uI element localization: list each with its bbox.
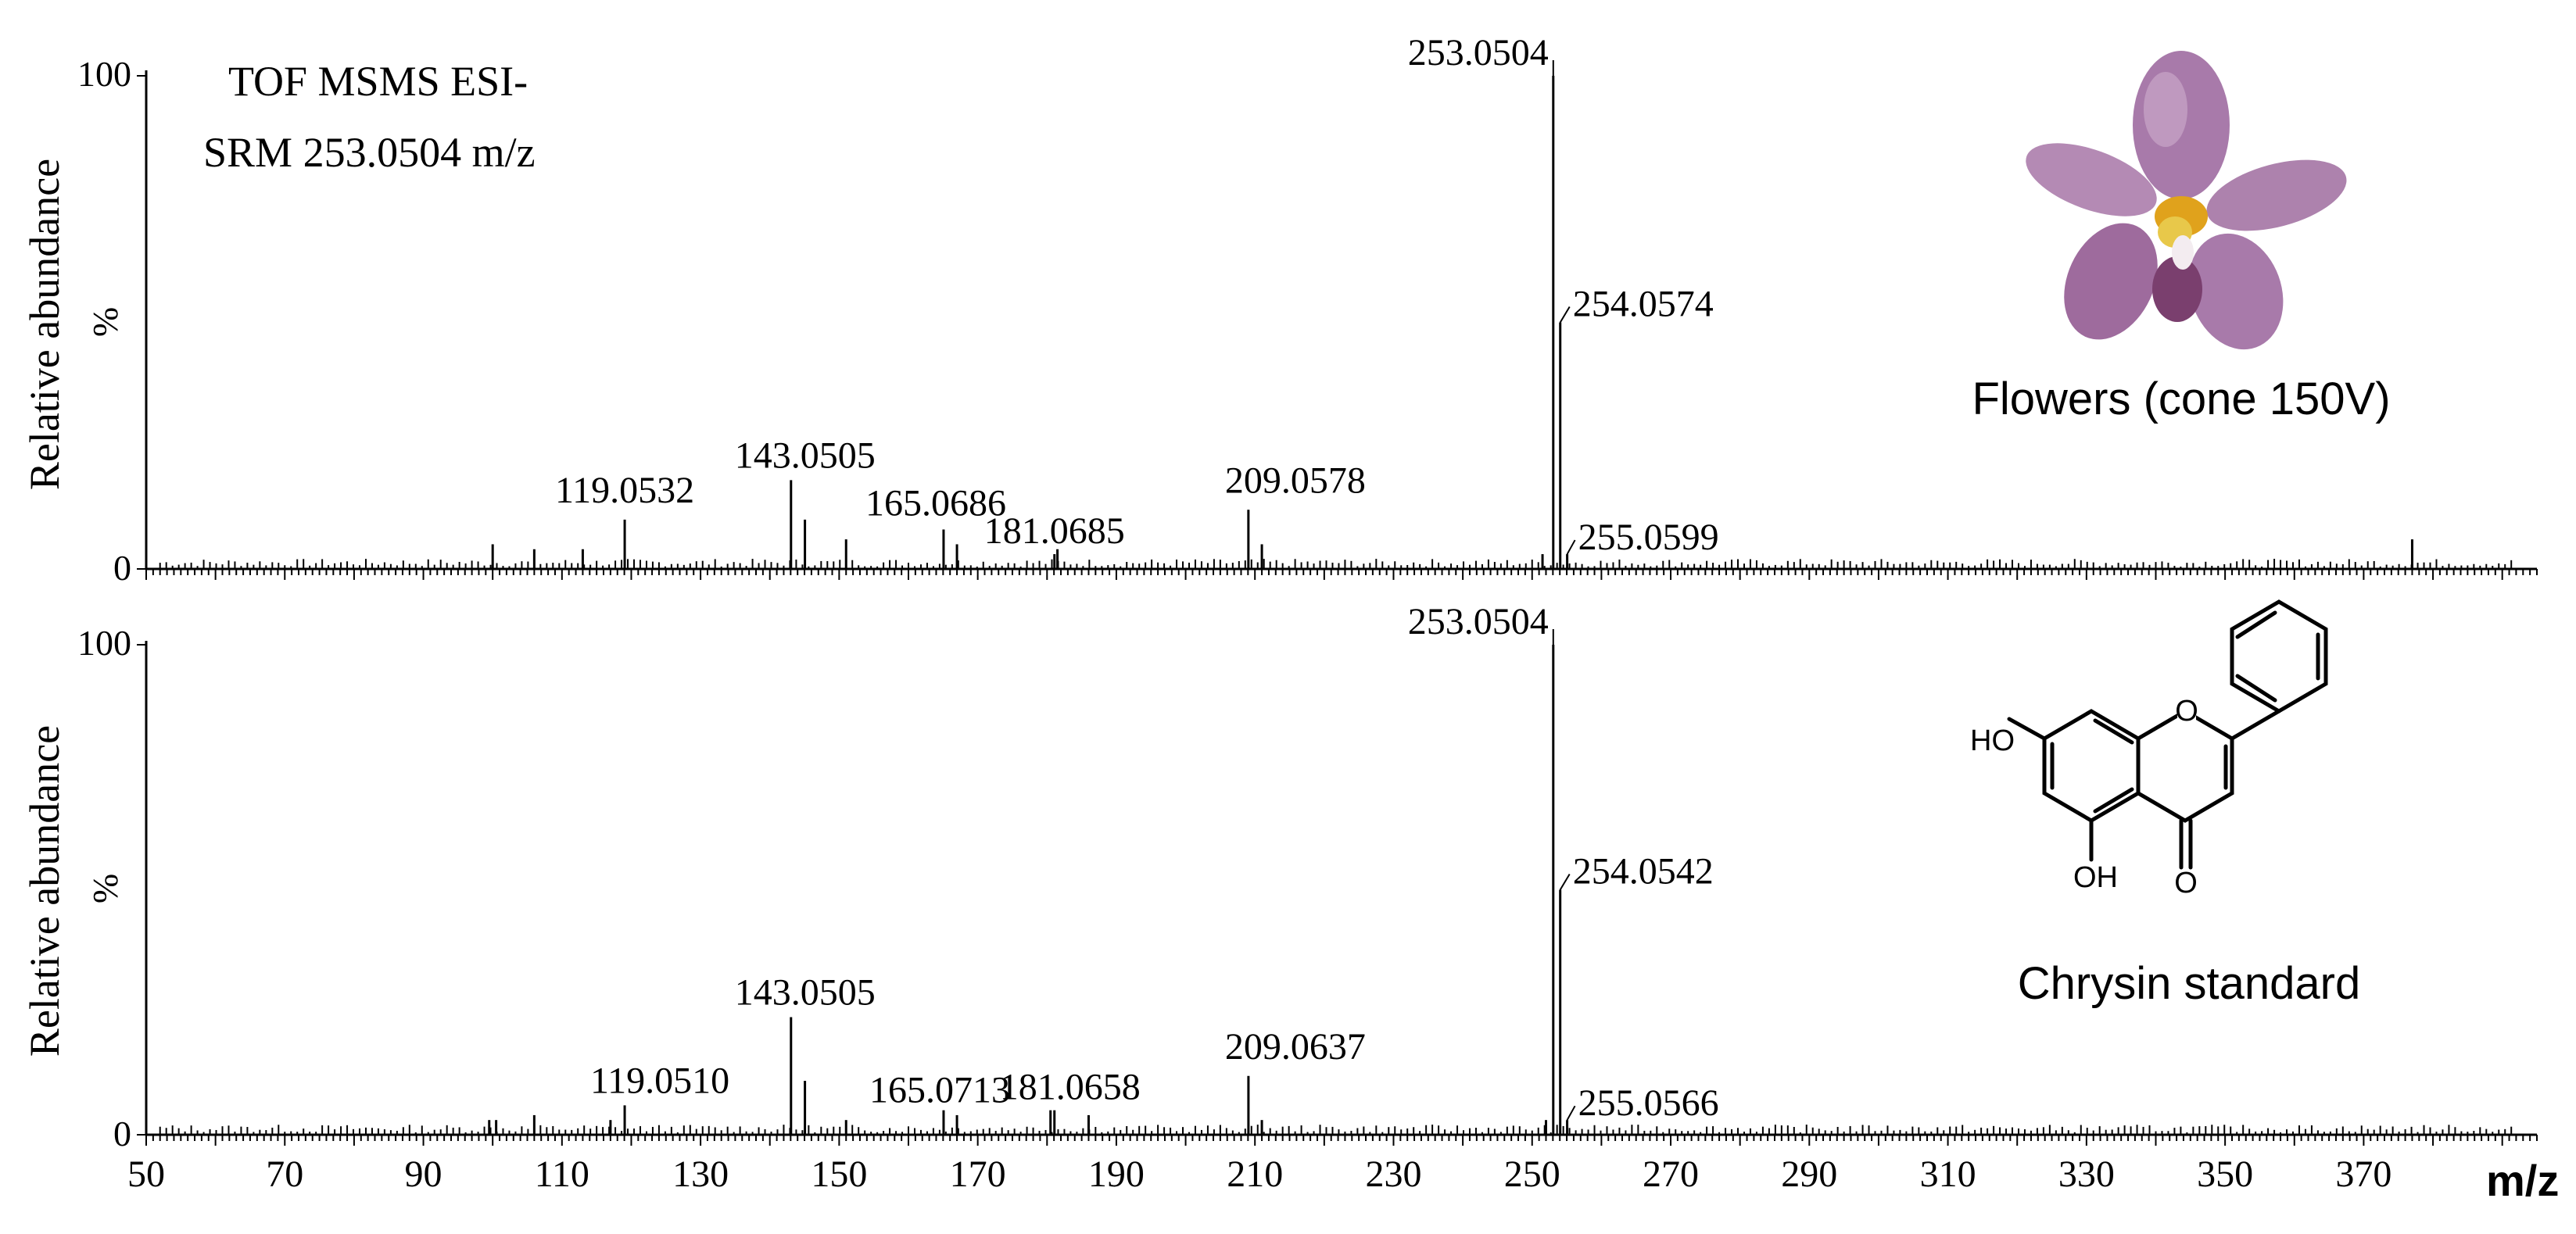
x-tick-label: 350 <box>2197 1154 2253 1195</box>
peak-label: 181.0685 <box>984 510 1125 552</box>
peak-label: 254.0542 <box>1573 851 1714 892</box>
structure-label-ring-o: O <box>2175 695 2198 728</box>
x-tick-label: 310 <box>1920 1154 1976 1195</box>
bottom-baseline-noise <box>159 1125 2513 1135</box>
x-tick-label: 210 <box>1227 1154 1283 1195</box>
x-tick-label: 270 <box>1643 1154 1699 1195</box>
bottom-peaks-group <box>488 645 1569 1135</box>
x-tick-label: 90 <box>405 1154 442 1195</box>
peak-label-leader <box>1566 1105 1576 1121</box>
top-ylabel: Relative abundance <box>21 159 68 490</box>
bottom-ytick-100: 100 <box>77 623 131 663</box>
peak-label: 181.0658 <box>1000 1067 1141 1108</box>
structure-label-oh: OH <box>2073 861 2118 894</box>
bottom-ytick-percent: % <box>85 874 125 903</box>
bottom-spectrum-panel: 50 70 90 110 130 150 170 190 210 230 250 270 290 310 3… <box>21 599 2559 1205</box>
top-peak-labels: 253.0504 254.0574 255.0599 119.0532 143.0505… <box>555 32 1719 558</box>
x-tick-label: 150 <box>811 1154 867 1195</box>
peak-label: 209.0637 <box>1225 1026 1366 1068</box>
chrysin-structure-icon <box>2007 599 2328 870</box>
chart-subtitle: SRM 253.0504 m/z <box>203 129 536 176</box>
top-peaks-group <box>491 76 2413 569</box>
peak-label: 254.0574 <box>1573 284 1714 325</box>
bottom-sample-label: Chrysin standard <box>2018 958 2360 1009</box>
peak-label-leader <box>1566 539 1576 555</box>
peak-label-leader <box>1559 873 1571 891</box>
top-x-ticks <box>145 569 2538 580</box>
x-tick-label: 330 <box>2058 1154 2115 1195</box>
peak-label: 143.0505 <box>735 972 876 1014</box>
bottom-peak-labels: 253.0504 254.0542 255.0566 119.0510 143.0505… <box>590 601 1719 1124</box>
top-ytick-0: 0 <box>113 548 131 588</box>
peak-label: 119.0510 <box>590 1060 729 1101</box>
x-tick-label: 290 <box>1781 1154 1837 1195</box>
peak-label: 165.0713 <box>869 1070 1010 1111</box>
structure-label-carbonyl-o: O <box>2174 867 2198 900</box>
x-tick-label: 130 <box>672 1154 729 1195</box>
peak-label: 253.0504 <box>1408 601 1549 642</box>
top-ytick-percent: % <box>85 307 125 337</box>
x-tick-label: 190 <box>1088 1154 1145 1195</box>
x-tick-label: 170 <box>950 1154 1006 1195</box>
x-axis-label: m/z <box>2486 1156 2559 1205</box>
chart-title: TOF MSMS ESI- <box>228 58 528 105</box>
top-baseline-noise <box>159 559 2513 569</box>
bottom-ylabel: Relative abundance <box>21 725 68 1057</box>
bottom-x-ticks: 50 70 90 110 130 150 170 190 210 230 250 270 290 310 3… <box>127 1135 2538 1195</box>
x-tick-label: 110 <box>535 1154 589 1195</box>
bottom-ytick-0: 0 <box>113 1114 131 1154</box>
x-tick-label: 250 <box>1504 1154 1560 1195</box>
peak-label: 119.0532 <box>555 470 694 511</box>
top-ytick-100: 100 <box>77 54 131 94</box>
peak-label: 209.0578 <box>1225 460 1366 501</box>
peak-label: 255.0566 <box>1578 1082 1719 1124</box>
x-tick-label: 230 <box>1365 1154 1421 1195</box>
peak-label: 253.0504 <box>1408 32 1549 73</box>
x-tick-label: 370 <box>2335 1154 2391 1195</box>
peak-label-leader <box>1559 306 1571 324</box>
structure-label-ho: HO <box>1970 724 2015 757</box>
peak-label: 255.0599 <box>1578 517 1719 558</box>
top-sample-label: Flowers (cone 150V) <box>1972 374 2390 424</box>
x-tick-label: 50 <box>127 1154 165 1195</box>
peak-label: 165.0686 <box>865 483 1006 524</box>
x-tick-label: 70 <box>266 1154 303 1195</box>
orchid-flower-icon <box>2026 51 2347 350</box>
top-spectrum-panel: 253.0504 254.0574 255.0599 119.0532 143.0505… <box>21 32 2538 588</box>
peak-label: 143.0505 <box>735 435 876 476</box>
